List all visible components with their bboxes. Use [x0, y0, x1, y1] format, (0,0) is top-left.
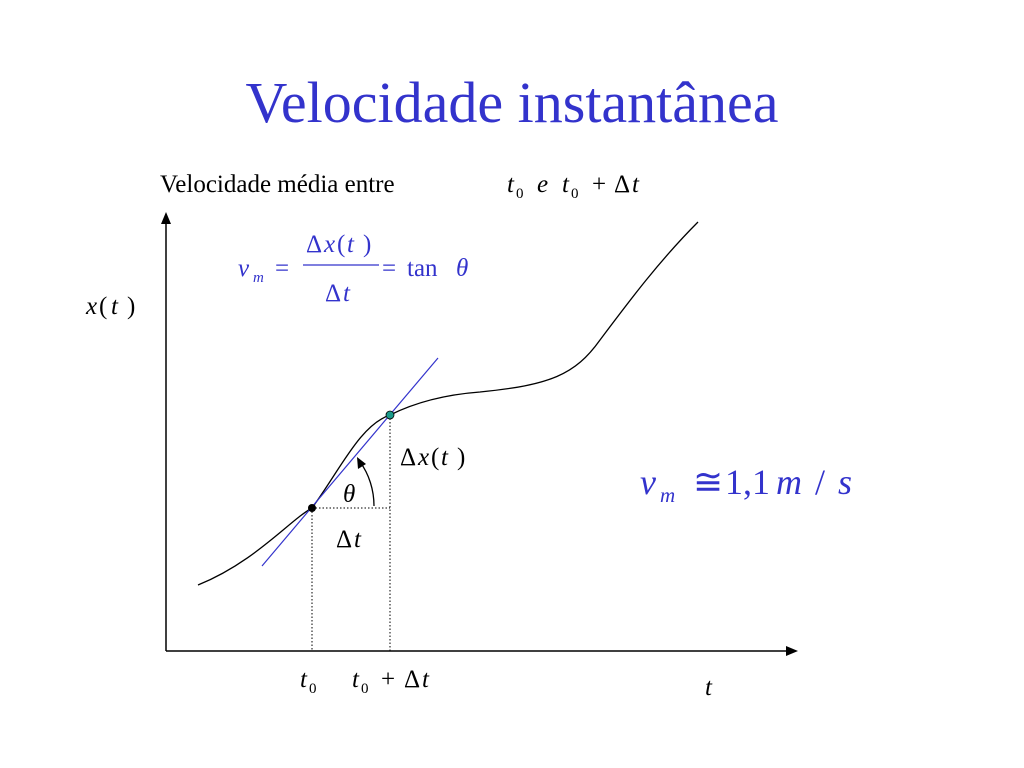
dx-label-open: (	[431, 444, 439, 471]
dx-label-t: t	[441, 444, 449, 471]
formula-den-t: t	[343, 280, 351, 307]
point-lower	[308, 504, 316, 512]
y-axis-arrow-icon	[161, 212, 171, 224]
theta-label: θ	[343, 481, 355, 508]
point-upper	[385, 410, 395, 420]
result-value: 1,1	[725, 462, 770, 502]
result-slash: /	[815, 462, 825, 502]
subtitle-t0-sub: 0	[516, 186, 524, 202]
y-axis-label-open: (	[99, 293, 107, 320]
formula-den-delta: Δ	[325, 280, 341, 307]
subtitle-dt-var: t	[632, 171, 640, 198]
formula-equals-1: =	[275, 255, 289, 282]
result-v-sub: m	[660, 483, 675, 507]
result-approx: ≅	[693, 462, 723, 502]
tangent-line	[261, 357, 439, 567]
subtitle-plus: +	[592, 171, 606, 198]
formula-v: v	[238, 255, 250, 282]
formula-num-delta: Δ	[306, 231, 322, 258]
tick-t1-var: t	[352, 666, 360, 693]
formula-v-sub: m	[253, 270, 264, 286]
y-axis-label-t: t	[111, 293, 119, 320]
subtitle-conjunction: e	[537, 171, 548, 198]
result-v: v	[640, 462, 656, 502]
dx-label-close: )	[457, 444, 465, 471]
position-curve	[197, 221, 699, 586]
subtitle-t1-var: t	[562, 171, 570, 198]
x-axis-arrow-icon	[786, 646, 798, 656]
tick-t1-t: t	[422, 666, 430, 693]
angle-arrow-icon	[357, 457, 366, 469]
result-unit-s: s	[838, 462, 852, 502]
formula-tan: tan	[407, 255, 438, 282]
slide-title: Velocidade instantânea	[245, 70, 779, 135]
subtitle-delta: Δ	[614, 171, 630, 198]
formula-num-open: (	[337, 231, 345, 258]
tick-t1-delta: Δ	[404, 666, 420, 693]
tick-t1-plus: +	[381, 666, 395, 693]
y-axis-label-close: )	[127, 293, 135, 320]
dx-label-x: x	[417, 444, 429, 471]
formula-num-t: t	[347, 231, 355, 258]
dt-label-t: t	[354, 526, 362, 553]
tick-t1-sub: 0	[361, 681, 369, 697]
y-axis-label-x: x	[85, 293, 97, 320]
tick-t0-sub: 0	[309, 681, 317, 697]
subtitle-t1-sub: 0	[571, 186, 579, 202]
formula-num-x: x	[323, 231, 335, 258]
angle-arc	[359, 461, 375, 507]
formula-theta: θ	[456, 255, 468, 282]
x-axis-label: t	[705, 674, 713, 701]
formula-equals-2: =	[382, 255, 396, 282]
dx-label-delta: Δ	[400, 444, 416, 471]
subtitle-label: Velocidade média entre	[160, 171, 395, 198]
subtitle-t0-var: t	[507, 171, 515, 198]
tick-t0-var: t	[300, 666, 308, 693]
formula-num-close: )	[363, 231, 371, 258]
dt-label-delta: Δ	[336, 526, 352, 553]
result-unit-m: m	[776, 462, 802, 502]
